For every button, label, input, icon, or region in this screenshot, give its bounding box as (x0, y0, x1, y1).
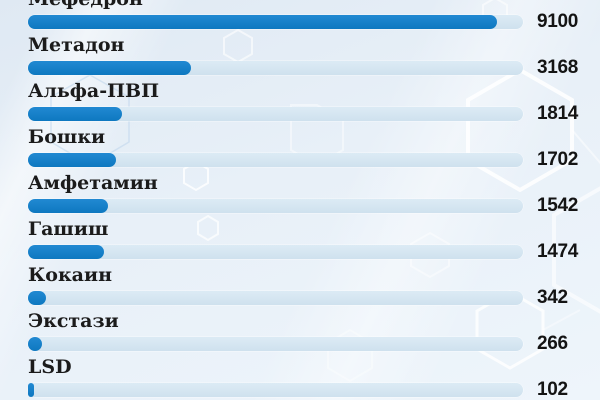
chart-row: Амфетамин 1542 (0, 172, 600, 218)
bar-label: Метадон (28, 34, 125, 56)
bar-value: 1702 (537, 149, 579, 170)
chart-row: LSD 102 (0, 356, 600, 400)
bar-fill (28, 199, 108, 213)
bar-fill (28, 245, 104, 259)
bar-track (28, 383, 523, 397)
chart-row: Бошки 1702 (0, 126, 600, 172)
bar-track (28, 153, 523, 167)
bar-value: 1814 (537, 103, 579, 124)
chart-row: Метадон 3168 (0, 34, 600, 80)
bar-value: 342 (537, 287, 568, 308)
chart-row: Альфа-ПВП 1814 (0, 80, 600, 126)
bar-value: 102 (537, 379, 568, 400)
chart-row: Мефедрон 9100 (0, 0, 600, 34)
bar-fill (28, 383, 34, 397)
bar-fill (28, 153, 116, 167)
bar-label: Мефедрон (28, 0, 143, 10)
bar-fill (28, 291, 46, 305)
bar-label: Экстази (28, 310, 119, 332)
bar-value: 9100 (537, 11, 579, 32)
bar-track (28, 337, 523, 351)
bar-fill (28, 337, 42, 351)
bar-value: 1474 (537, 241, 579, 262)
bar-label: LSD (28, 356, 72, 378)
bar-label: Кокаин (28, 264, 112, 286)
bar-label: Альфа-ПВП (28, 80, 160, 102)
bar-fill (28, 15, 498, 29)
bar-value: 266 (537, 333, 568, 354)
bar-track (28, 107, 523, 121)
bar-label: Амфетамин (28, 172, 158, 194)
bar-track (28, 199, 523, 213)
bar-value: 1542 (537, 195, 579, 216)
bar-track (28, 15, 523, 29)
bar-track (28, 291, 523, 305)
chart-row: Гашиш 1474 (0, 218, 600, 264)
chart-row: Кокаин 342 (0, 264, 600, 310)
bar-fill (28, 61, 192, 75)
bar-label: Гашиш (28, 218, 109, 240)
bar-value: 3168 (537, 57, 579, 78)
bar-track (28, 61, 523, 75)
bar-fill (28, 107, 122, 121)
bar-track (28, 245, 523, 259)
bar-label: Бошки (28, 126, 106, 148)
chart-row: Экстази 266 (0, 310, 600, 356)
